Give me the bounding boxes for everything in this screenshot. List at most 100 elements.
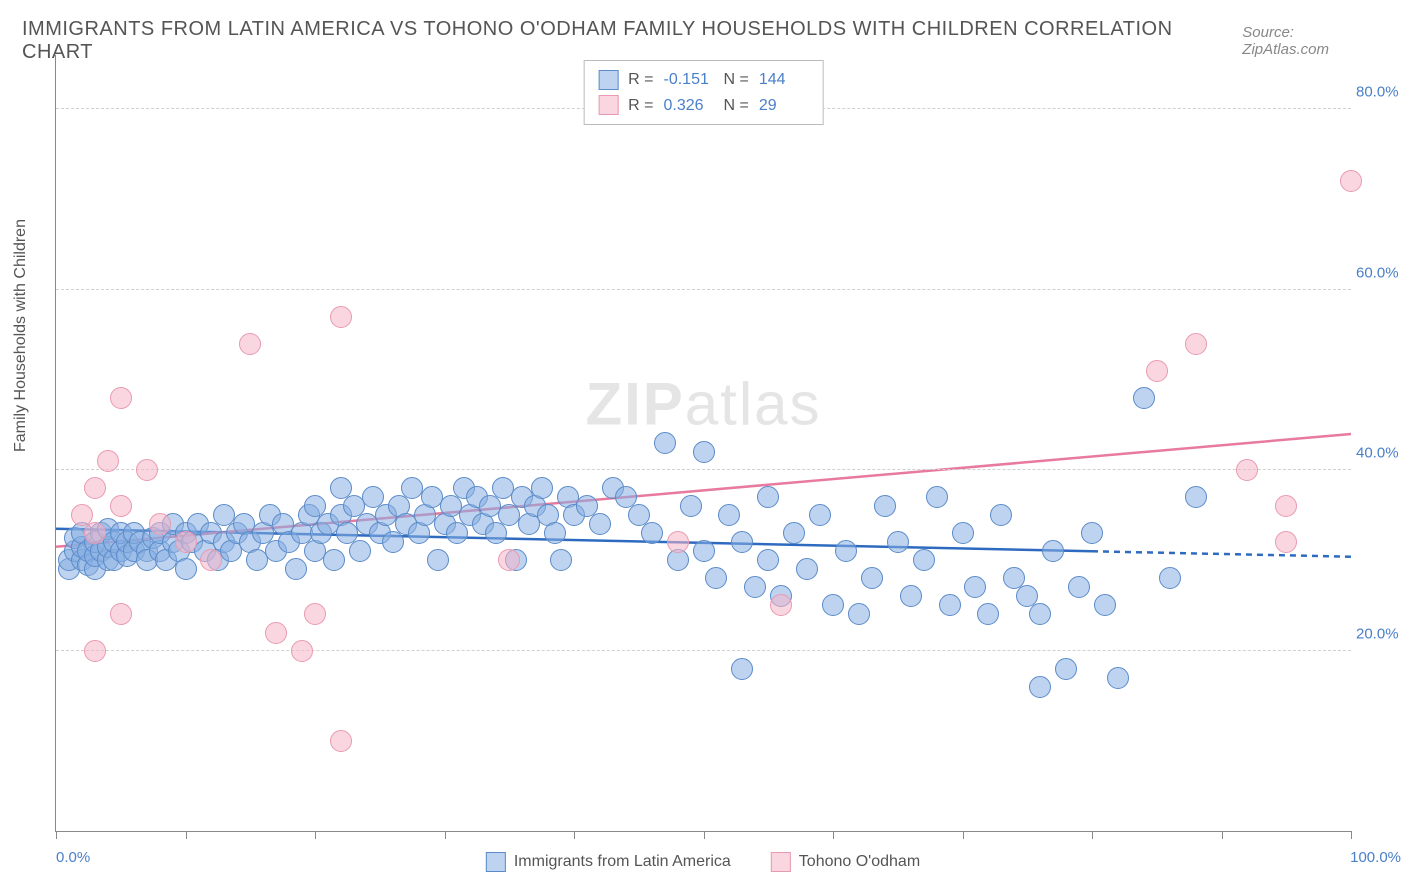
data-point-series-0 [990,504,1012,526]
x-axis-max-label: 100.0% [1350,849,1401,866]
data-point-series-0 [977,603,999,625]
data-point-series-1 [498,549,520,571]
data-point-series-0 [964,576,986,598]
data-point-series-0 [323,549,345,571]
gridline-h [56,289,1351,290]
data-point-series-1 [304,603,326,625]
data-point-series-1 [200,549,222,571]
legend-item-series-0: Immigrants from Latin America [486,852,731,872]
series-0-name: Immigrants from Latin America [514,853,731,871]
series-0-r-value: -0.151 [664,67,714,93]
x-tick [704,831,705,839]
trendline-dashed-series-0 [1092,551,1351,556]
data-point-series-0 [693,540,715,562]
source-attribution: Source: ZipAtlas.com [1242,24,1384,58]
gridline-h [56,469,1351,470]
series-1-swatch [771,852,791,872]
r-label: R = [628,67,653,93]
data-point-series-1 [770,594,792,616]
data-point-series-0 [693,441,715,463]
data-point-series-1 [1146,360,1168,382]
data-point-series-0 [175,558,197,580]
data-point-series-0 [680,495,702,517]
data-point-series-0 [913,549,935,571]
x-tick [56,831,57,839]
data-point-series-1 [84,640,106,662]
data-point-series-0 [589,513,611,535]
data-point-series-0 [809,504,831,526]
data-point-series-1 [239,333,261,355]
data-point-series-1 [1275,531,1297,553]
series-0-n-value: 144 [759,67,809,93]
series-1-swatch [598,95,618,115]
data-point-series-0 [887,531,909,553]
data-point-series-0 [1029,676,1051,698]
data-point-series-0 [939,594,961,616]
data-point-series-1 [110,603,132,625]
data-point-series-1 [1185,333,1207,355]
x-tick [1222,831,1223,839]
series-0-swatch [486,852,506,872]
data-point-series-0 [446,522,468,544]
y-axis-title: Family Households with Children [12,219,30,452]
y-tick-label: 80.0% [1356,84,1406,101]
data-point-series-0 [382,531,404,553]
data-point-series-0 [1159,567,1181,589]
series-0-swatch [598,70,618,90]
bottom-legend: Immigrants from Latin America Tohono O'o… [486,852,920,872]
data-point-series-0 [848,603,870,625]
n-label: N = [724,93,749,119]
x-tick [963,831,964,839]
plot-region: ZIPatlas [56,55,1351,831]
data-point-series-0 [705,567,727,589]
data-point-series-0 [641,522,663,544]
data-point-series-1 [84,522,106,544]
data-point-series-1 [291,640,313,662]
gridline-h [56,650,1351,651]
data-point-series-1 [1340,170,1362,192]
data-point-series-0 [744,576,766,598]
watermark: ZIPatlas [585,370,821,439]
data-point-series-0 [926,486,948,508]
data-point-series-0 [731,531,753,553]
data-point-series-0 [1107,667,1129,689]
data-point-series-1 [84,477,106,499]
data-point-series-0 [1133,387,1155,409]
y-tick-label: 20.0% [1356,625,1406,642]
series-1-n-value: 29 [759,93,809,119]
x-tick [315,831,316,839]
data-point-series-0 [1094,594,1116,616]
data-point-series-0 [718,504,740,526]
data-point-series-1 [330,306,352,328]
x-tick [186,831,187,839]
data-point-series-0 [485,522,507,544]
data-point-series-0 [874,495,896,517]
y-tick-label: 60.0% [1356,264,1406,281]
n-label: N = [724,67,749,93]
series-1-name: Tohono O'odham [799,853,920,871]
stats-legend: R = -0.151 N = 144 R = 0.326 N = 29 [583,60,824,125]
data-point-series-0 [952,522,974,544]
data-point-series-1 [136,459,158,481]
data-point-series-1 [110,495,132,517]
data-point-series-1 [110,387,132,409]
stats-row-series-1: R = 0.326 N = 29 [598,93,809,119]
legend-item-series-1: Tohono O'odham [771,852,920,872]
x-axis-min-label: 0.0% [56,849,90,866]
x-tick [1351,831,1352,839]
data-point-series-1 [97,450,119,472]
watermark-zip: ZIP [585,371,684,438]
x-tick [445,831,446,839]
data-point-series-0 [427,549,449,571]
stats-row-series-0: R = -0.151 N = 144 [598,67,809,93]
chart-area: Family Households with Children ZIPatlas… [55,55,1351,832]
x-tick [833,831,834,839]
data-point-series-0 [1068,576,1090,598]
data-point-series-0 [900,585,922,607]
watermark-atlas: atlas [685,371,822,438]
data-point-series-0 [861,567,883,589]
data-point-series-0 [757,486,779,508]
data-point-series-0 [822,594,844,616]
data-point-series-0 [1055,658,1077,680]
data-point-series-1 [1236,459,1258,481]
